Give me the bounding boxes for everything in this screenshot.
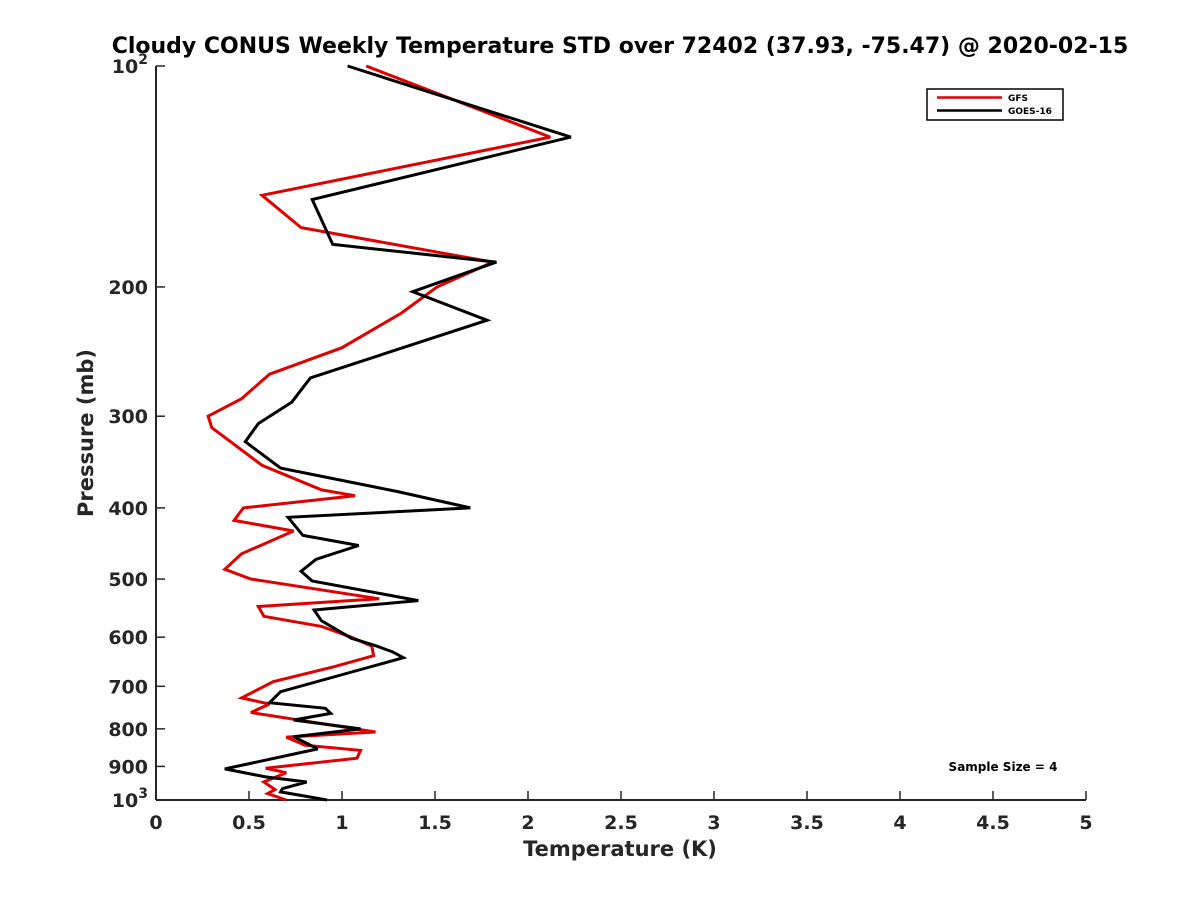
legend-gfs-label: GFS bbox=[1008, 94, 1028, 104]
plot-area: 0 0.5 1 1.5 2 2.5 3 3.5 4 4.5 5 102 200 300 400 500 600… bbox=[108, 52, 1092, 834]
y-tick-label: 900 bbox=[108, 756, 148, 778]
y-axis-label: Pressure (mb) bbox=[74, 349, 98, 517]
x-tick-label: 5 bbox=[1079, 812, 1092, 834]
legend-goes-label: GOES-16 bbox=[1008, 107, 1052, 117]
x-tick-label: 2.5 bbox=[604, 812, 638, 834]
y-tick-label: 600 bbox=[108, 627, 148, 649]
x-tick-label: 1 bbox=[335, 812, 348, 834]
chart-title: Cloudy CONUS Weekly Temperature STD over… bbox=[112, 34, 1129, 59]
x-tick-label: 2 bbox=[521, 812, 534, 834]
y-tick-label: 103 bbox=[112, 786, 148, 812]
series-layer bbox=[206, 64, 572, 802]
y-tick-label: 300 bbox=[108, 406, 148, 428]
series-line-goes-16 bbox=[224, 64, 572, 802]
legend-box bbox=[926, 88, 1064, 121]
x-tick-label: 3.5 bbox=[790, 812, 824, 834]
y-tick-label: 500 bbox=[108, 569, 148, 591]
x-tick-label: 4 bbox=[893, 812, 906, 834]
y-tick-label: 400 bbox=[108, 498, 148, 520]
x-axis-label: Temperature (K) bbox=[523, 837, 717, 861]
x-tick-label: 0 bbox=[149, 812, 162, 834]
y-tick-label: 102 bbox=[112, 52, 148, 78]
y-tick-label: 800 bbox=[108, 719, 148, 741]
x-ticks: 0 0.5 1 1.5 2 2.5 3 3.5 4 4.5 5 bbox=[149, 791, 1093, 834]
x-tick-label: 4.5 bbox=[976, 812, 1010, 834]
legend: GFS GOES-16 bbox=[926, 88, 1064, 121]
series-line-gfs bbox=[206, 64, 551, 802]
y-tick-label: 700 bbox=[108, 676, 148, 698]
y-tick-label: 200 bbox=[108, 277, 148, 299]
x-tick-label: 1.5 bbox=[418, 812, 452, 834]
x-tick-label: 3 bbox=[707, 812, 720, 834]
x-tick-label: 0.5 bbox=[232, 812, 266, 834]
y-ticks: 102 200 300 400 500 600 700 800 900 103 bbox=[108, 52, 165, 812]
sample-size-annotation: Sample Size = 4 bbox=[949, 760, 1058, 774]
